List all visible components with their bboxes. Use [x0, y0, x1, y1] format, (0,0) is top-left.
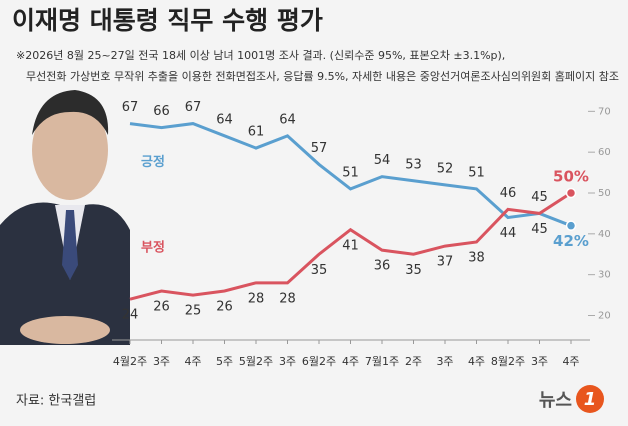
- data-label: 42%: [553, 232, 589, 250]
- x-tick-label: 4주: [342, 355, 359, 368]
- data-label: 57: [311, 141, 328, 156]
- x-tick-label: 5주: [216, 355, 233, 368]
- data-label: 45: [531, 190, 548, 205]
- x-tick-label: 3주: [153, 355, 170, 368]
- data-label: 61: [248, 125, 265, 140]
- data-label: 50%: [553, 168, 589, 186]
- x-tick-label: 2주: [405, 355, 422, 368]
- series-tag-box: [136, 238, 170, 258]
- x-tick-label: 7월1주: [365, 355, 399, 368]
- y-tick-label: 70: [598, 106, 611, 117]
- x-tick-label: 8월2주: [491, 355, 525, 368]
- legend-label: 긍정: [141, 154, 165, 170]
- data-label: 52: [437, 161, 454, 176]
- data-label: 64: [279, 112, 296, 127]
- data-label: 53: [405, 157, 422, 172]
- data-label: 35: [311, 263, 328, 278]
- x-tick-label: 3주: [436, 355, 453, 368]
- chart-title: 이재명 대통령 직무 수행 평가: [12, 6, 323, 35]
- series-tag-box: [136, 152, 170, 173]
- data-label: 44: [500, 226, 517, 241]
- x-tick-label: 4주: [184, 355, 201, 368]
- series-line: [129, 122, 572, 228]
- end-marker: [565, 220, 577, 231]
- x-tick-label: 4주: [562, 355, 579, 368]
- subtitle: 무선전화 가상번호 무작위 추출을 이용한 전화면접조사, 응답률 9.5%, …: [26, 69, 619, 83]
- data-label: 67: [185, 100, 202, 115]
- data-label: 64: [216, 112, 233, 127]
- x-tick-label: 3주: [279, 355, 296, 368]
- x-tick-label: 4주: [468, 355, 485, 368]
- data-label: 36: [374, 259, 391, 274]
- logo-text: 뉴스: [539, 390, 572, 411]
- logo: 뉴스 1: [539, 385, 604, 413]
- data-label: 66: [153, 104, 170, 119]
- series-line: [129, 191, 572, 301]
- data-label: 51: [342, 165, 359, 180]
- end-marker: [565, 187, 577, 199]
- subtitle: ※2026년 8월 25~27일 전국 18세 이상 남녀 1001명 조사 결…: [16, 48, 505, 62]
- data-label: 41: [342, 238, 359, 253]
- source: 자료: 한국갤럽: [16, 394, 96, 409]
- y-tick-label: 30: [598, 270, 611, 281]
- y-tick-label: 40: [598, 229, 611, 240]
- y-tick-label: 50: [598, 188, 611, 199]
- data-label: 45: [531, 222, 548, 237]
- y-tick-label: 60: [598, 147, 611, 158]
- portrait: [0, 90, 130, 345]
- data-label: 28: [279, 291, 296, 306]
- data-label: 67: [122, 100, 139, 115]
- legend-label: 부정: [141, 240, 165, 256]
- data-label: 24: [122, 308, 139, 323]
- data-label: 25: [185, 304, 202, 319]
- data-label: 35: [405, 263, 422, 278]
- x-tick-label: 4월2주: [113, 355, 147, 368]
- data-label: 51: [468, 165, 485, 180]
- data-label: 28: [248, 291, 265, 306]
- logo-number: 1: [584, 389, 597, 410]
- logo-badge: [576, 385, 604, 413]
- x-tick-label: 6월2주: [302, 355, 336, 368]
- y-tick-label: 20: [598, 311, 611, 322]
- data-label: 37: [437, 255, 454, 270]
- data-label: 26: [153, 300, 170, 315]
- data-label: 54: [374, 153, 391, 168]
- x-tick-label: 3주: [531, 355, 548, 368]
- data-label: 38: [468, 251, 485, 266]
- x-tick-label: 5월2주: [239, 355, 273, 368]
- data-label: 46: [500, 186, 517, 201]
- data-label: 26: [216, 300, 233, 315]
